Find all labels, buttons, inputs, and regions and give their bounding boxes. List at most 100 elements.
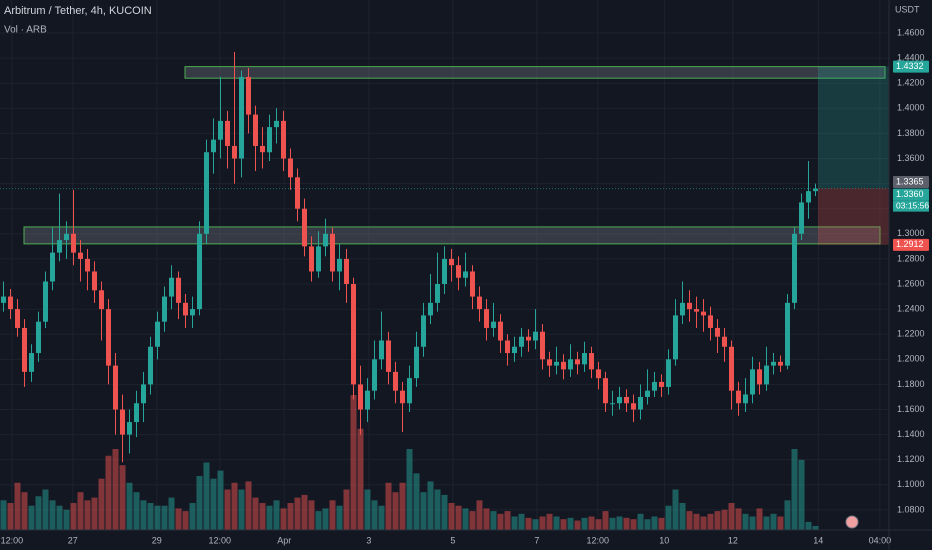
candle-body — [372, 359, 377, 391]
volume-bar — [42, 489, 49, 530]
candle-body — [295, 177, 300, 209]
volume-bar — [455, 505, 462, 530]
candle-body — [190, 309, 195, 316]
volume-bar — [784, 500, 791, 530]
candle-body — [197, 233, 202, 310]
candle-body — [722, 336, 727, 347]
candle-body — [204, 152, 209, 234]
volume-bar — [462, 508, 469, 530]
candle-body — [519, 336, 524, 347]
zone — [23, 226, 881, 245]
candle-body — [498, 321, 503, 341]
y-tick-label: 1.1000 — [897, 479, 925, 489]
volume-bar — [546, 513, 553, 530]
volume-bar — [476, 500, 483, 530]
volume-bar — [161, 505, 168, 530]
candle-body — [610, 403, 615, 405]
candle-body — [99, 290, 104, 310]
volume-bar — [343, 489, 350, 530]
candle-body — [701, 311, 706, 316]
volume-bar — [175, 508, 182, 530]
y-tick-label: 1.2200 — [897, 329, 925, 339]
candle-body — [288, 158, 293, 178]
candle-body — [666, 359, 671, 387]
candle-body — [211, 139, 216, 153]
position-profit — [818, 66, 889, 189]
volume-bar — [791, 449, 798, 530]
volume-bar — [168, 497, 175, 530]
volume-bar — [630, 519, 637, 530]
y-tick-label: 1.4200 — [897, 78, 925, 88]
candle-body — [246, 76, 251, 115]
volume-bar — [763, 516, 770, 530]
candle-body — [638, 396, 643, 410]
volume-bar — [525, 517, 532, 530]
candle-body — [92, 271, 97, 291]
candle-body — [358, 384, 363, 410]
candle-body — [309, 246, 314, 272]
candle-body — [463, 271, 468, 278]
volume-bar — [812, 525, 819, 530]
volume-bar — [637, 513, 644, 530]
volume-bar — [427, 481, 434, 530]
x-tick-label: 04:00 — [869, 535, 892, 545]
event-icon[interactable] — [845, 515, 859, 529]
volume-bar — [735, 508, 742, 530]
chart-title: Arbitrum / Tether, 4h, KUCOIN — [4, 5, 152, 17]
volume-bar — [602, 511, 609, 530]
x-tick-label: 14 — [813, 535, 823, 545]
volume-bar — [700, 516, 707, 530]
candle-body — [694, 309, 699, 312]
price-tag-label: 1.4332 — [896, 61, 924, 71]
candle-body — [127, 422, 132, 435]
candle-body — [582, 353, 587, 365]
volume-bar — [56, 505, 63, 530]
candle-body — [806, 191, 811, 203]
volume-bar — [7, 503, 14, 530]
volume-bar — [154, 505, 161, 530]
volume-bar — [266, 505, 273, 530]
candle-body — [337, 258, 342, 272]
price-tag — [893, 238, 929, 251]
y-tick-label: 1.3000 — [897, 228, 925, 238]
candle-body — [680, 302, 685, 316]
volume-bar — [63, 509, 70, 530]
y-tick-label: 1.2600 — [897, 278, 925, 288]
volume-bar — [336, 505, 343, 530]
candle-body — [813, 188, 818, 192]
candle-body — [169, 277, 174, 297]
candle-body — [428, 302, 433, 316]
candle-body — [386, 340, 391, 372]
candle-body — [29, 353, 34, 372]
y-tick-label: 1.1200 — [897, 454, 925, 464]
candle-body — [134, 403, 139, 423]
volume-bar — [210, 478, 217, 530]
candle-body — [344, 258, 349, 285]
candle-body — [183, 302, 188, 316]
candle-body — [764, 365, 769, 385]
candle-body — [785, 302, 790, 366]
price-tag-label: 1.2912 — [896, 239, 924, 249]
candle-body — [36, 321, 41, 354]
unit-label: USDT — [895, 4, 920, 14]
candle-body — [589, 353, 594, 370]
candle-body — [456, 265, 461, 278]
volume-bar — [518, 513, 525, 530]
candle-body — [596, 369, 601, 379]
candle-body — [715, 327, 720, 337]
volume-bar — [742, 513, 749, 530]
x-tick-label: 12:00 — [209, 535, 232, 545]
candle-body — [792, 233, 797, 303]
candle-body — [652, 381, 657, 391]
volume-bar — [105, 455, 112, 530]
candle-body — [316, 246, 321, 272]
candle-body — [757, 369, 762, 385]
x-tick-label: 29 — [152, 535, 162, 545]
candle-body — [505, 340, 510, 354]
volume-bar — [679, 503, 686, 530]
y-tick-label: 1.4600 — [897, 27, 925, 37]
volume-bar — [126, 482, 133, 530]
volume-bar — [448, 503, 455, 530]
price-tag-label: 1.3360 — [896, 189, 924, 199]
candle-body — [330, 233, 335, 272]
